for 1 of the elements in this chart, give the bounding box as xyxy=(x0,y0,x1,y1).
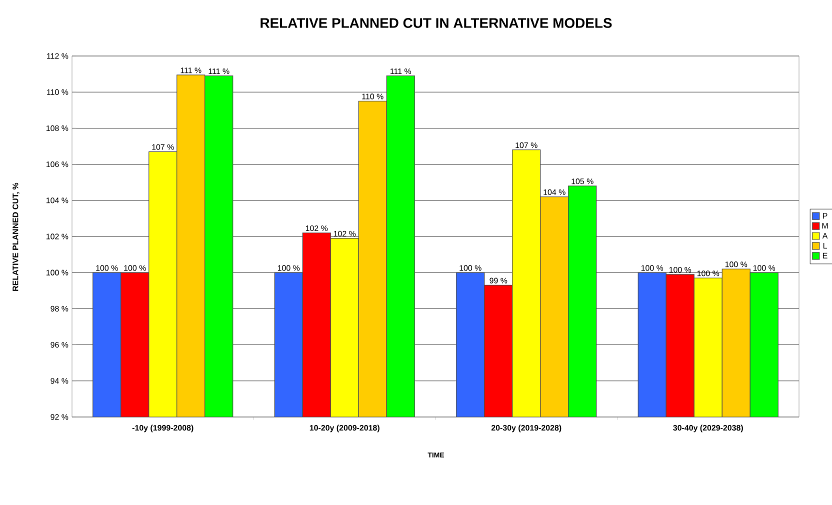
chart-title: RELATIVE PLANNED CUT IN ALTERNATIVE MODELS xyxy=(260,18,612,28)
